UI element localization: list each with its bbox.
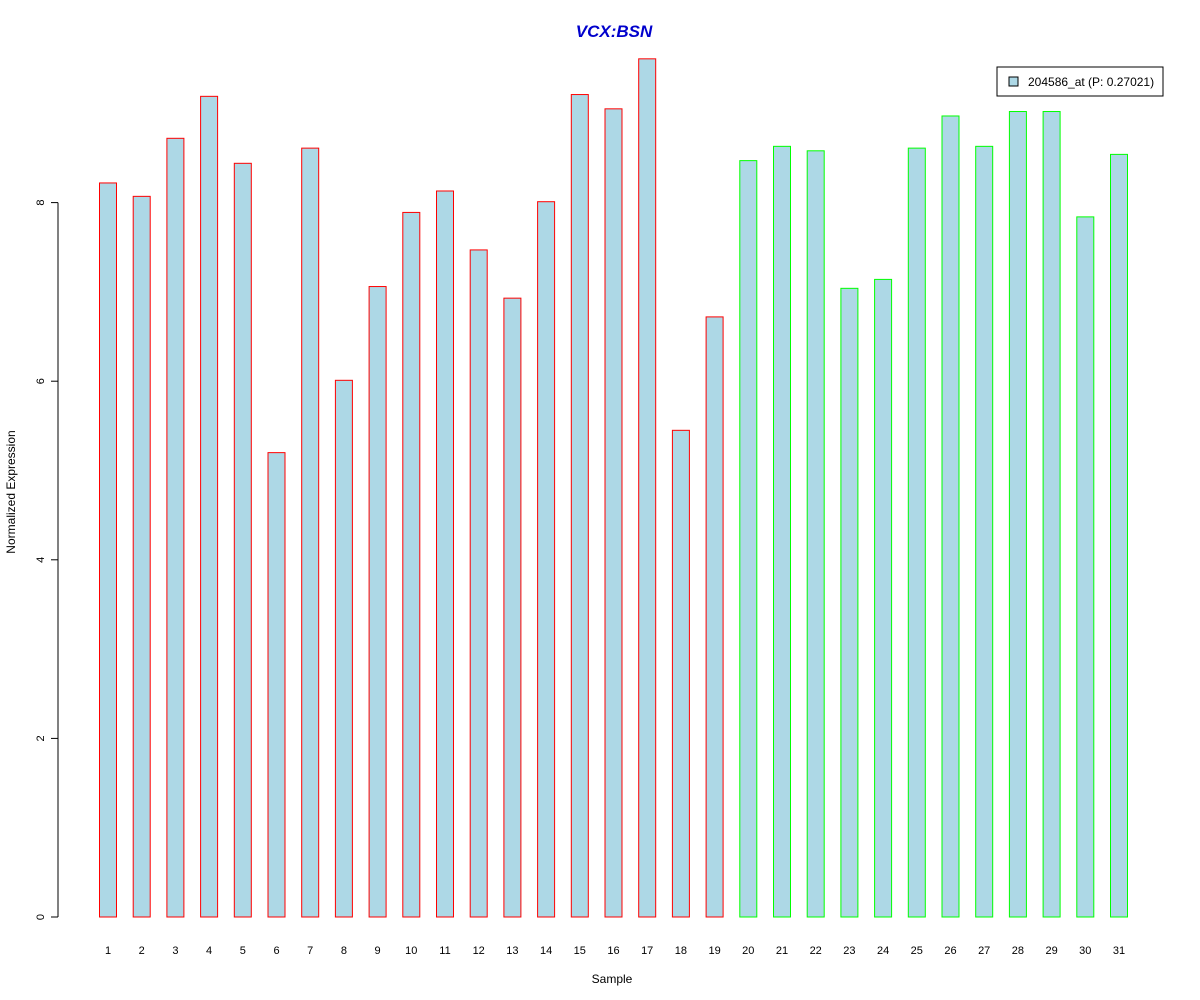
bar-sample-25 (907, 147, 926, 918)
bar-sample-24 (874, 278, 893, 918)
y-tick-label: 4 (35, 557, 47, 563)
x-tick-label: 22 (810, 945, 822, 957)
x-tick-label: 27 (978, 945, 990, 957)
y-tick-label: 2 (35, 735, 47, 741)
x-tick-label: 24 (877, 945, 889, 957)
bar-sample-5 (233, 162, 252, 918)
legend-box (996, 66, 1164, 97)
legend-swatch (1008, 76, 1019, 87)
x-tick-label: 17 (641, 945, 653, 957)
y-axis: 0 2 4 6 8 (35, 200, 59, 920)
bar-sample-15 (570, 94, 589, 918)
bar-sample-26 (941, 115, 960, 918)
x-tick-label: 21 (776, 945, 788, 957)
bar-sample-2 (132, 195, 151, 918)
x-tick-label: 20 (742, 945, 754, 957)
bar-sample-27 (975, 145, 994, 918)
x-tick-label: 25 (911, 945, 923, 957)
bar-sample-30 (1076, 216, 1095, 918)
bar-sample-7 (301, 147, 320, 918)
x-tick-label: 7 (307, 945, 313, 957)
y-axis-label: Normalized Expression (4, 430, 18, 553)
x-tick-label: 11 (439, 945, 450, 957)
x-tick-label: 15 (574, 945, 586, 957)
bar-sample-1 (99, 182, 117, 918)
bar-sample-31 (1110, 153, 1128, 918)
bar-sample-9 (368, 286, 387, 918)
bar-sample-28 (1008, 111, 1027, 918)
x-tick-label: 5 (240, 945, 246, 957)
x-tick-label: 26 (944, 945, 956, 957)
bar-sample-19 (705, 316, 724, 918)
x-tick-label: 13 (506, 945, 518, 957)
x-tick-label: 8 (341, 945, 347, 957)
x-tick-label: 30 (1079, 945, 1091, 957)
x-tick-labels: 1 2 3 4 5 6 7 8 9 10 11 12 13 14 15 16 17 18 19 20 21 22 23 24 2… (105, 945, 1125, 957)
x-tick-label: 23 (843, 945, 855, 957)
x-tick-label: 1 (105, 945, 111, 957)
x-tick-label: 28 (1012, 945, 1024, 957)
x-tick-label: 9 (375, 945, 381, 957)
legend-label: 204586_at (P: 0.27021) (1028, 75, 1154, 89)
bar-sample-17 (638, 58, 657, 918)
y-tick-label: 0 (35, 914, 47, 920)
bar-sample-21 (773, 145, 791, 918)
bars-group (99, 58, 1128, 918)
bar-sample-11 (436, 190, 454, 918)
x-tick-label: 6 (273, 945, 279, 957)
chart-title: VCX:BSN (576, 22, 653, 41)
x-tick-label: 31 (1113, 945, 1125, 957)
y-tick-label: 8 (35, 200, 47, 206)
bar-sample-8 (334, 379, 353, 918)
x-tick-label: 14 (540, 945, 552, 957)
bar-sample-20 (739, 160, 758, 918)
bar-sample-6 (267, 452, 286, 918)
bar-sample-18 (671, 429, 690, 918)
x-tick-label: 12 (473, 945, 485, 957)
bar-sample-3 (166, 137, 185, 918)
x-tick-label: 3 (172, 945, 178, 957)
x-tick-label: 2 (139, 945, 145, 957)
bar-sample-13 (503, 297, 522, 918)
x-tick-label: 4 (206, 945, 212, 957)
x-axis-label: Sample (592, 972, 633, 986)
x-tick-label: 16 (607, 945, 619, 957)
bar-sample-29 (1042, 111, 1061, 918)
bar-sample-14 (537, 201, 556, 918)
bar-sample-10 (402, 211, 421, 918)
x-tick-label: 19 (708, 945, 720, 957)
bar-sample-16 (604, 108, 623, 918)
legend: 204586_at (P: 0.27021) (996, 66, 1164, 97)
x-tick-label: 10 (405, 945, 417, 957)
bar-sample-22 (806, 150, 825, 918)
bar-sample-12 (469, 249, 488, 918)
bar-sample-4 (200, 95, 219, 918)
y-tick-label: 6 (35, 378, 47, 384)
bar-sample-23 (840, 287, 859, 918)
x-tick-label: 18 (675, 945, 687, 957)
x-tick-label: 29 (1045, 945, 1057, 957)
